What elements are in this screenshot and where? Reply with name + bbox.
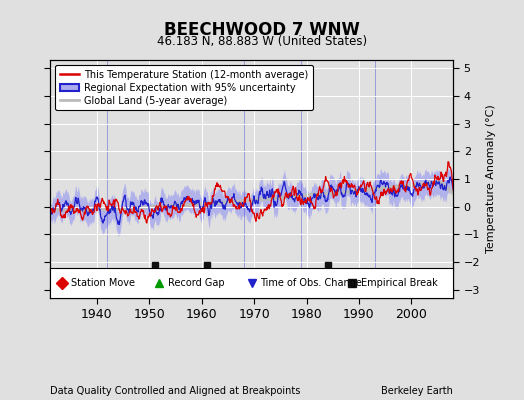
Text: BEECHWOOD 7 WNW: BEECHWOOD 7 WNW [164, 21, 360, 39]
Text: 46.183 N, 88.883 W (United States): 46.183 N, 88.883 W (United States) [157, 36, 367, 48]
Text: Berkeley Earth: Berkeley Earth [381, 386, 453, 396]
Text: Time of Obs. Change: Time of Obs. Change [260, 278, 362, 288]
Text: Empirical Break: Empirical Break [361, 278, 438, 288]
Legend: This Temperature Station (12-month average), Regional Expectation with 95% uncer: This Temperature Station (12-month avera… [54, 65, 313, 110]
Y-axis label: Temperature Anomaly (°C): Temperature Anomaly (°C) [486, 105, 496, 253]
Text: Station Move: Station Move [71, 278, 135, 288]
Text: Data Quality Controlled and Aligned at Breakpoints: Data Quality Controlled and Aligned at B… [50, 386, 300, 396]
Text: Record Gap: Record Gap [168, 278, 224, 288]
